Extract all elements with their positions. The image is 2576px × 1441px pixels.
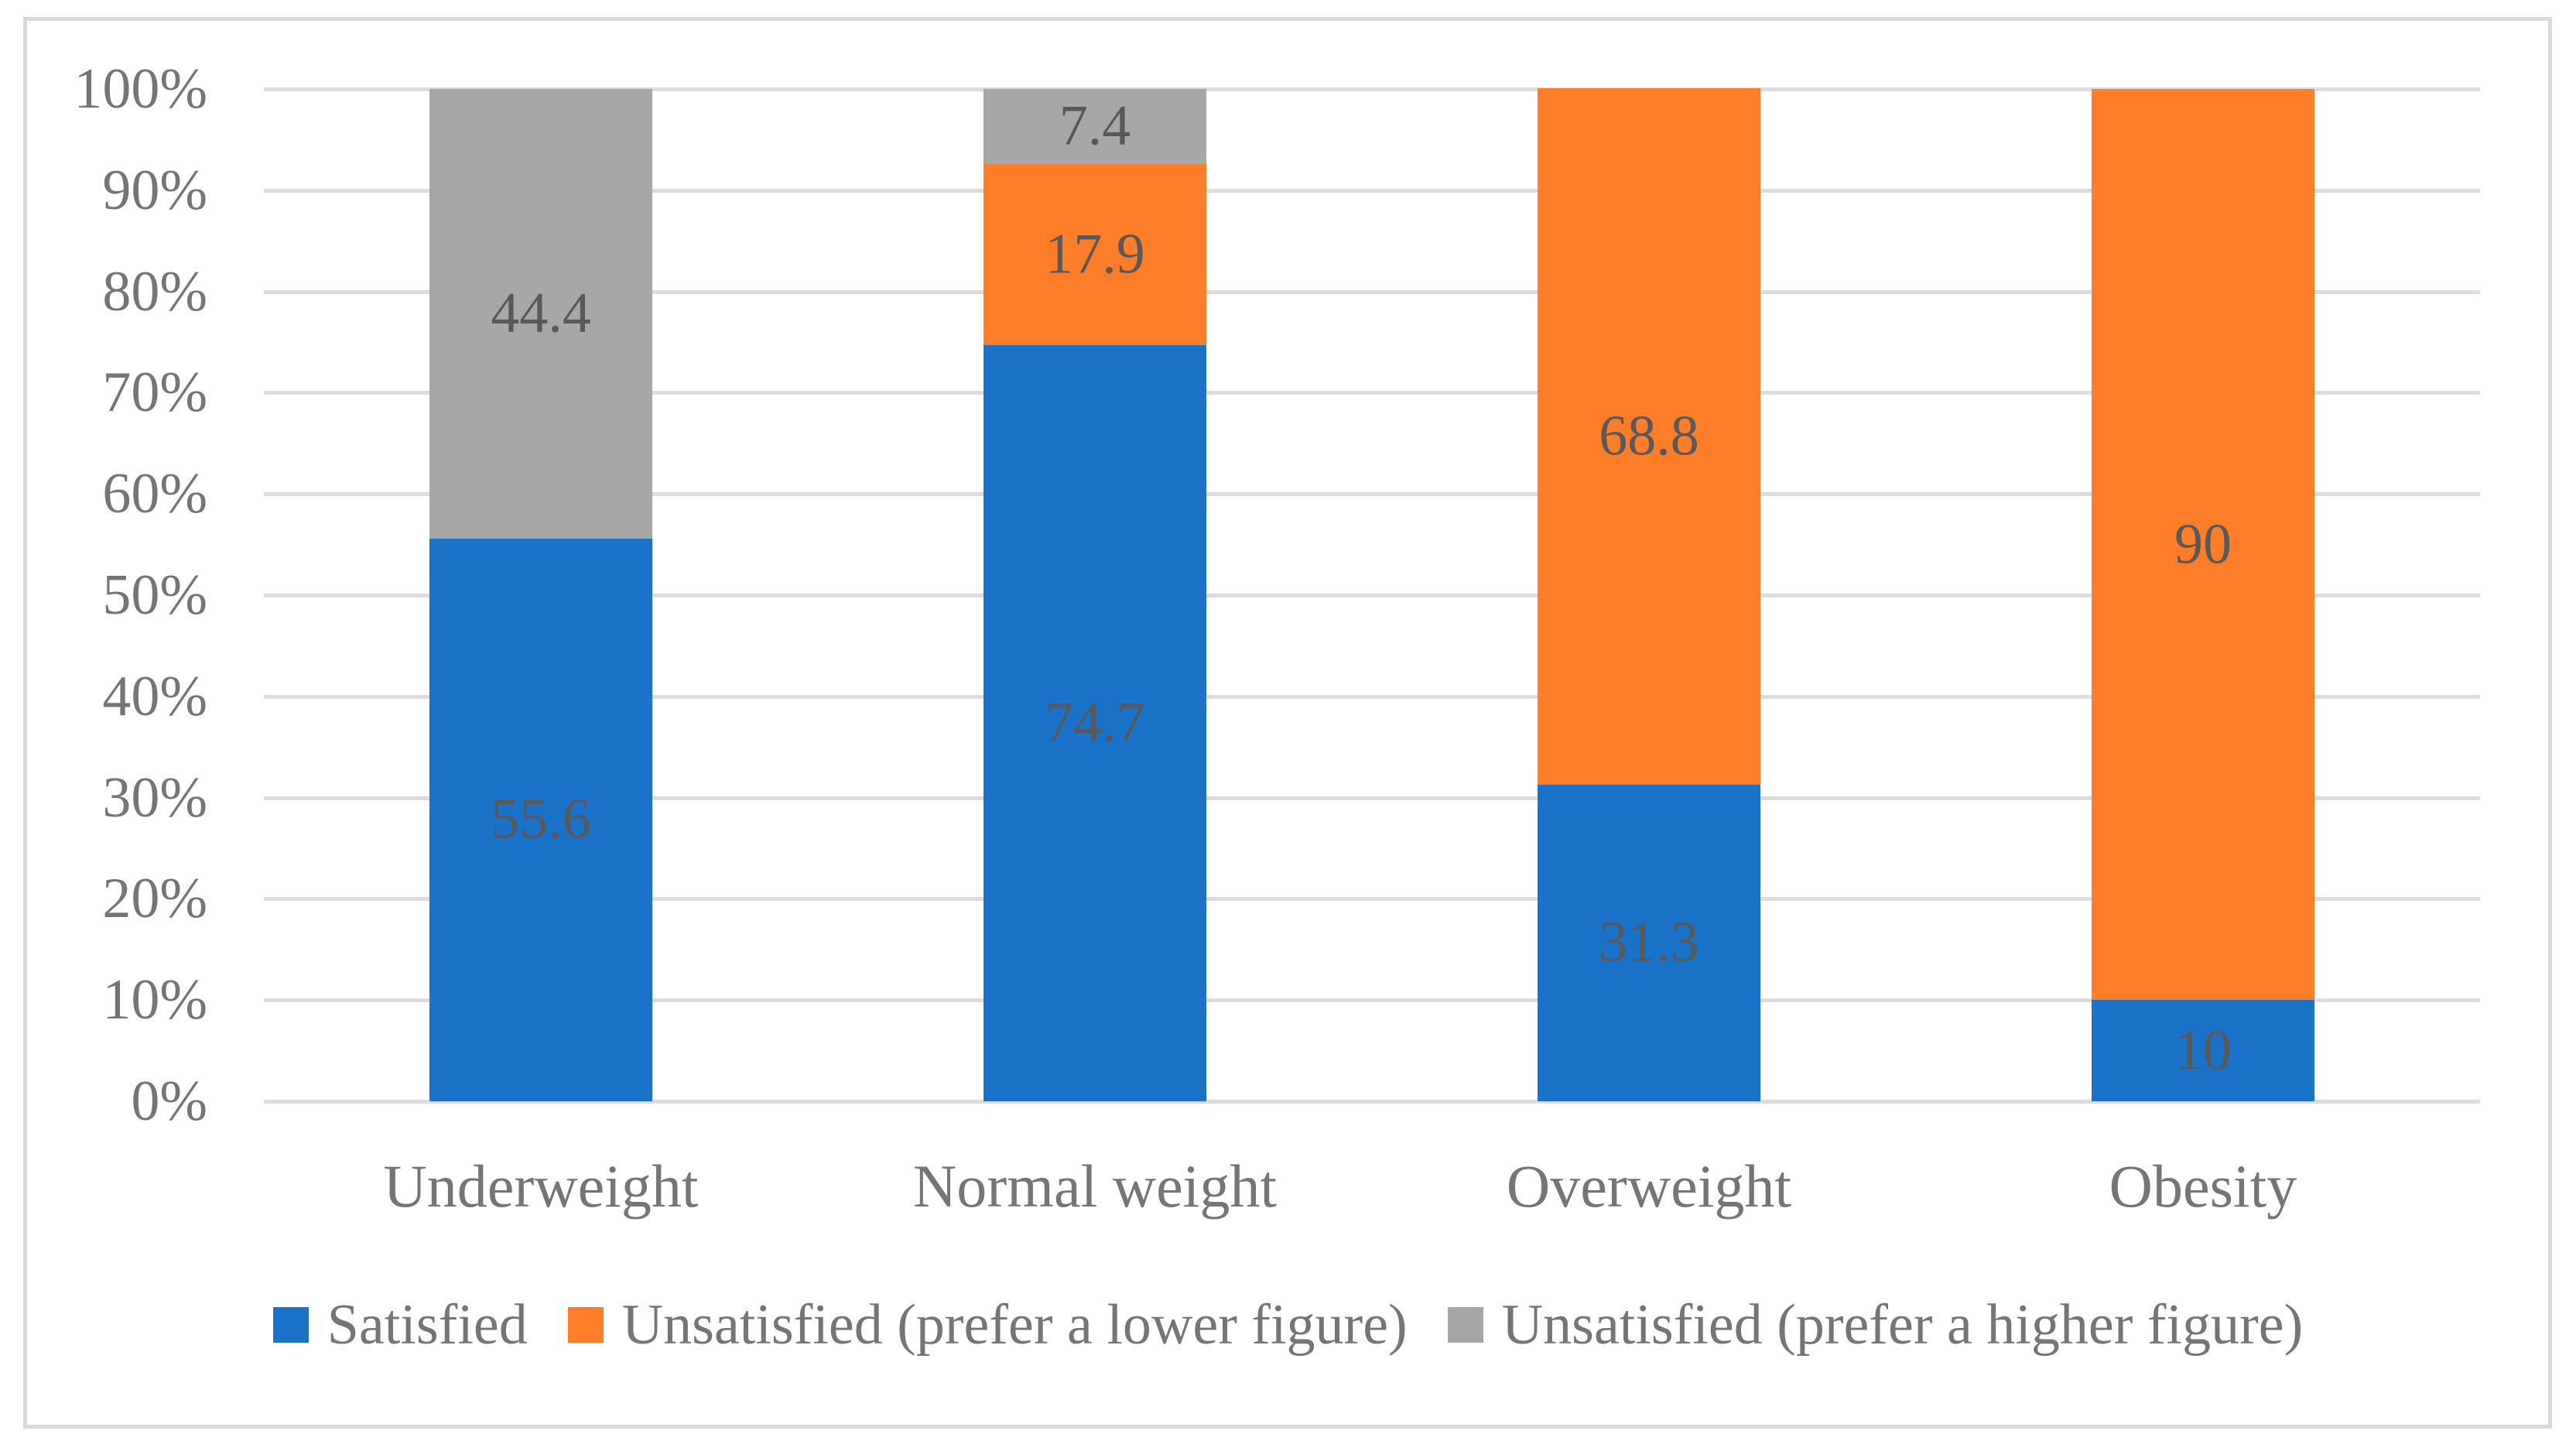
y-axis-tick-label-20%: 20% [102,867,207,931]
gridline-90% [264,188,2480,193]
gridline-0% [264,1100,2480,1104]
legend-label: Unsatisfied (prefer a higher figure) [1501,1293,2304,1357]
legend-label: Unsatisfied (prefer a lower figure) [621,1293,1408,1357]
bar-segment-overweight [1538,87,1760,785]
y-axis-tick-label-10%: 10% [102,968,207,1032]
legend-item: Unsatisfied (prefer a lower figure) [567,1288,1408,1362]
y-axis-tick-label-50%: 50% [102,563,207,627]
legend-swatch-icon [567,1307,604,1343]
gridline-30% [264,796,2480,800]
y-axis-tick-label-40%: 40% [102,664,207,728]
bar-segment-normal-weight [984,344,1206,1101]
legend-swatch-icon [272,1307,309,1343]
chart-outer-border [23,17,2552,1429]
legend-label: Satisfied [327,1293,528,1357]
y-axis-tick-label-70%: 70% [102,361,207,425]
data-label: 10 [2174,1018,2232,1083]
y-axis-tick-label-80%: 80% [102,259,207,323]
y-axis-tick-label-60%: 60% [102,462,207,526]
gridline-10% [264,998,2480,1003]
data-label: 17.9 [1045,222,1145,286]
gridline-60% [264,492,2480,497]
legend-item: Unsatisfied (prefer a higher figure) [1447,1288,2304,1362]
gridline-80% [264,289,2480,294]
bar-segment-overweight [1538,784,1760,1101]
bar-segment-normal-weight [984,163,1206,345]
data-label: 68.8 [1599,404,1699,468]
bar-segment-normal-weight [984,89,1206,164]
gridline-40% [264,694,2480,699]
x-category-label-normal-weight: Normal weight [912,1152,1278,1220]
chart-legend: Satisfied Unsatisfied (prefer a lower fig… [0,1288,2576,1362]
gridline-100% [264,87,2480,91]
x-category-label-overweight: Overweight [1506,1152,1792,1220]
data-label: 31.3 [1599,910,1699,974]
gridline-50% [264,594,2480,597]
data-label: 7.4 [1059,94,1131,158]
gridline-70% [264,391,2480,395]
legend-swatch-icon [1447,1307,1483,1343]
data-label: 44.4 [491,281,591,345]
data-label: 55.6 [491,787,591,851]
x-category-label-underweight: Underweight [383,1152,699,1220]
y-axis-tick-label-0%: 0% [131,1070,207,1133]
data-label: 74.7 [1045,690,1145,755]
x-category-label-obesity: Obesity [2109,1152,2297,1220]
bar-segment-underweight [429,538,652,1101]
y-axis-tick-label-100%: 100% [74,57,207,121]
bar-segment-underweight [429,89,652,539]
y-axis-tick-label-90%: 90% [102,158,207,222]
y-axis-tick-label-30%: 30% [102,765,207,830]
bar-segment-obesity [2092,89,2314,1001]
legend-item: Satisfied [272,1288,528,1362]
gridline-20% [264,897,2480,902]
data-label: 90 [2174,512,2232,577]
bar-segment-obesity [2092,1000,2314,1101]
